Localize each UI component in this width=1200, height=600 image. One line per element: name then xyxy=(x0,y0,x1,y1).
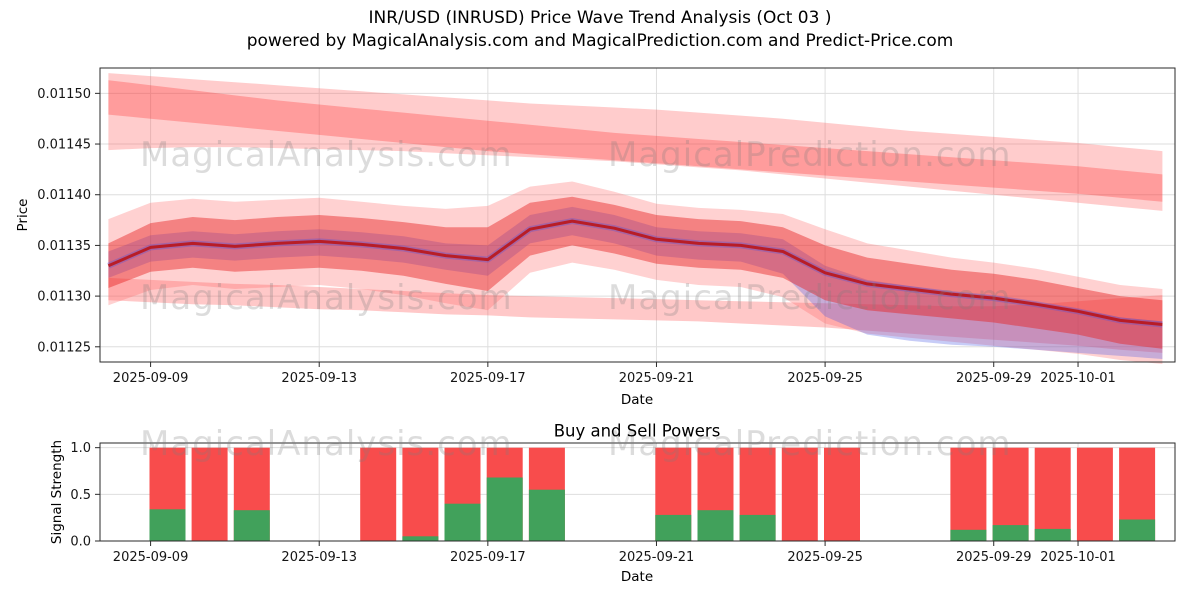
buy-power-bar xyxy=(486,477,523,541)
power-y-tick-label: 0.5 xyxy=(70,488,91,503)
price-y-tick-label: 0.01145 xyxy=(37,138,91,153)
watermark-text: MagicalAnalysis.com xyxy=(140,135,513,175)
price-x-tick-label: 2025-09-25 xyxy=(787,371,863,386)
buy-power-bar xyxy=(950,529,987,541)
upper-fan-light-band xyxy=(108,73,1163,211)
price-y-tick-label: 0.01150 xyxy=(37,87,91,102)
sell-power-bar xyxy=(360,447,397,541)
price-x-tick-label: 2025-09-29 xyxy=(956,371,1032,386)
sell-power-bar xyxy=(402,447,439,541)
price-y-tick-label: 0.01135 xyxy=(37,239,91,254)
power-plot-border xyxy=(99,442,1176,542)
price-trend-line xyxy=(107,219,1163,326)
buy-power-bar xyxy=(1034,528,1071,541)
sell-power-bar xyxy=(950,447,987,541)
buy-power-bar xyxy=(1119,519,1156,541)
price-axis-label: Price xyxy=(15,198,31,232)
power-x-tick-label: 2025-09-09 xyxy=(113,550,189,565)
buy-power-bar xyxy=(528,489,565,541)
sell-power-bar xyxy=(824,447,860,541)
sell-power-bar xyxy=(781,447,818,541)
buy-power-bar xyxy=(739,514,776,541)
price-y-tick-label: 0.01130 xyxy=(37,290,91,305)
buy-power-bar xyxy=(655,514,692,541)
price-x-tick-label: 2025-09-17 xyxy=(450,371,526,386)
buy-power-bar xyxy=(444,503,481,541)
power-y-tick-label: 1.0 xyxy=(70,441,91,456)
page-title: INR/USD (INRUSD) Price Wave Trend Analys… xyxy=(368,8,832,28)
power-date-axis-label: Date xyxy=(620,569,654,585)
price-x-tick-label: 2025-09-13 xyxy=(281,371,357,386)
watermark-text: MagicalAnalysis.com xyxy=(140,424,513,464)
central-halo-band xyxy=(108,181,1163,364)
upper-fan-dark-band xyxy=(108,80,1163,202)
sell-power-bar xyxy=(1076,447,1113,541)
price-y-tick-label: 0.01125 xyxy=(37,340,91,355)
signal-strength-axis-label: Signal Strength xyxy=(49,439,65,545)
buy-power-bar xyxy=(992,525,1029,541)
power-chart-title: Buy and Sell Powers xyxy=(553,421,721,441)
central-red-band xyxy=(108,196,1163,349)
power-x-tick-label: 2025-09-21 xyxy=(619,550,695,565)
watermark-text: MagicalAnalysis.com xyxy=(140,278,513,318)
buy-power-bar xyxy=(149,509,186,541)
power-x-tick-label: 2025-09-25 xyxy=(787,550,863,565)
watermark-text: MagicalPrediction.com xyxy=(608,424,1012,464)
watermark-text: MagicalPrediction.com xyxy=(608,278,1012,318)
sell-power-bar xyxy=(1034,447,1071,541)
price-x-tick-label: 2025-09-21 xyxy=(619,371,695,386)
sell-power-bar xyxy=(191,447,228,541)
page-subtitle: powered by MagicalAnalysis.com and Magic… xyxy=(246,31,954,51)
price-plot-border xyxy=(99,67,1176,363)
buy-power-bar xyxy=(697,510,734,541)
price-date-axis-label: Date xyxy=(620,392,654,408)
power-x-tick-label: 2025-09-17 xyxy=(450,550,526,565)
watermark-text: MagicalPrediction.com xyxy=(608,135,1012,175)
price-x-tick-label: 2025-10-01 xyxy=(1040,371,1116,386)
price-x-tick-label: 2025-09-09 xyxy=(113,371,189,386)
power-x-tick-label: 2025-10-01 xyxy=(1040,550,1116,565)
power-x-tick-label: 2025-09-13 xyxy=(281,550,357,565)
power-y-tick-label: 0.0 xyxy=(70,535,91,550)
buy-power-bar xyxy=(402,536,439,541)
lower-fan-band xyxy=(108,277,1163,353)
power-x-tick-label: 2025-09-29 xyxy=(956,550,1032,565)
price-y-tick-label: 0.01140 xyxy=(37,188,91,203)
buy-power-bar xyxy=(233,510,270,541)
